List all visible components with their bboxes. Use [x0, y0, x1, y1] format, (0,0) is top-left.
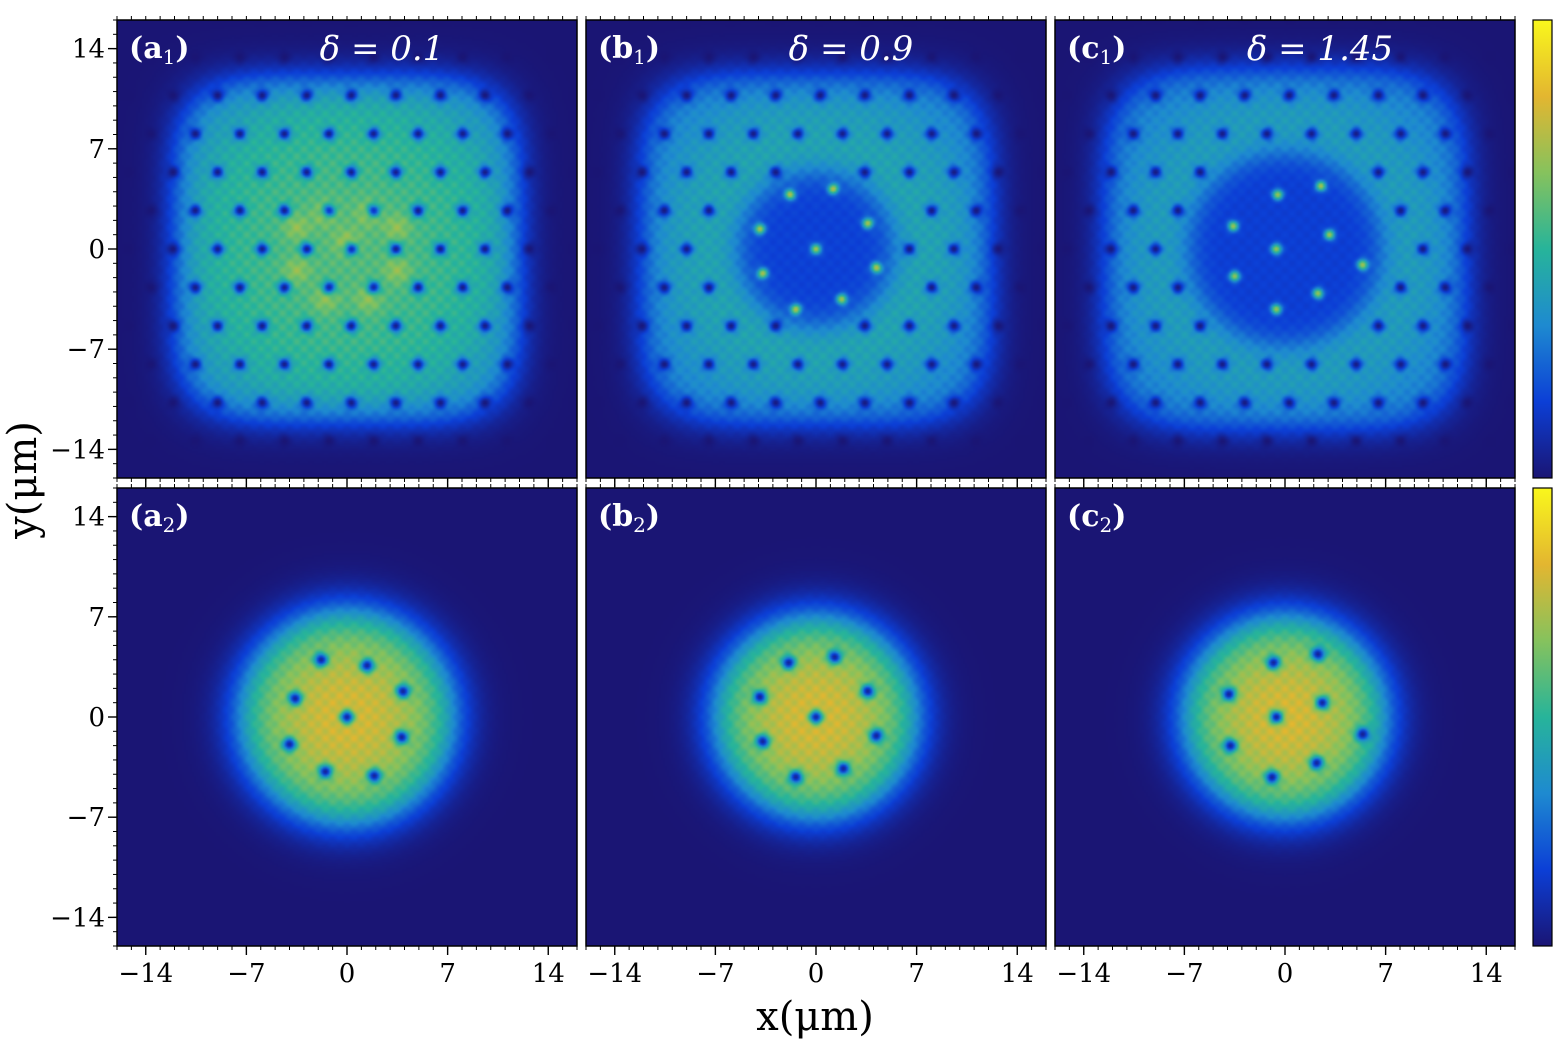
colorbar-1 [1532, 19, 1553, 479]
x-tick-label: 0 [808, 959, 825, 989]
y-tick-label: 7 [88, 135, 105, 165]
y-axis-label: y(μm) [0, 421, 46, 540]
labels-group: (a1) δ = 0.1 (b1) δ = 0.9 (c1) δ = 1.45 (a2) (b… [129, 29, 1393, 537]
panel-label-a1: (a1) [129, 31, 190, 69]
x-tick-label: 0 [1277, 959, 1294, 989]
x-axis-label: x(μm) [756, 994, 874, 1040]
axes-group: −14 −7 0 7 14 −14 −7 0 7 14 −14 −7 0 7 14 −14 −7 0 7 14 −14 −… [50, 16, 1516, 989]
x-tick-label: 7 [439, 959, 456, 989]
y-tick-label: 14 [72, 35, 105, 65]
panel-label-c2: (c2) [1067, 499, 1126, 537]
y-tick-label: 14 [72, 503, 105, 533]
y-tick-label: 7 [88, 603, 105, 633]
y-tick-label: −14 [50, 435, 105, 465]
y-tick-label: 0 [88, 235, 105, 265]
x-tick-label: 14 [532, 959, 565, 989]
x-tick-label: 7 [908, 959, 925, 989]
colorbars-group [1532, 19, 1553, 947]
heatmap-c1 [1055, 20, 1515, 478]
heatmap-b1 [586, 20, 1046, 478]
panel-label-c1: (c1) [1067, 31, 1126, 69]
delta-label-a1: δ = 0.1 [320, 29, 445, 69]
y-tick-label: −7 [67, 803, 105, 833]
x-tick-label: −7 [227, 959, 265, 989]
x-tick-label: −14 [1056, 959, 1111, 989]
panel-label-a2: (a2) [129, 499, 190, 537]
x-tick-label: 14 [1001, 959, 1034, 989]
panel-label-b2: (b2) [598, 499, 660, 537]
x-tick-label: −14 [118, 959, 173, 989]
panel-label-b1: (b1) [598, 31, 660, 69]
x-tick-label: −14 [587, 959, 642, 989]
y-tick-label: −7 [67, 335, 105, 365]
heatmap-a1 [117, 20, 577, 478]
y-tick-label: 0 [88, 703, 105, 733]
heatmap-c2 [1055, 488, 1515, 946]
x-tick-label: 7 [1377, 959, 1394, 989]
x-tick-label: −7 [1165, 959, 1203, 989]
heatmap-a2 [117, 488, 577, 946]
x-tick-label: 0 [339, 959, 356, 989]
heatmap-b2 [586, 488, 1046, 946]
panels-group [117, 20, 1515, 946]
colorbar-2 [1532, 487, 1553, 947]
y-tick-label: −14 [50, 903, 105, 933]
x-tick-label: −7 [696, 959, 734, 989]
delta-label-b1: δ = 0.9 [789, 29, 914, 69]
delta-label-c1: δ = 1.45 [1247, 29, 1393, 69]
x-tick-label: 14 [1470, 959, 1503, 989]
